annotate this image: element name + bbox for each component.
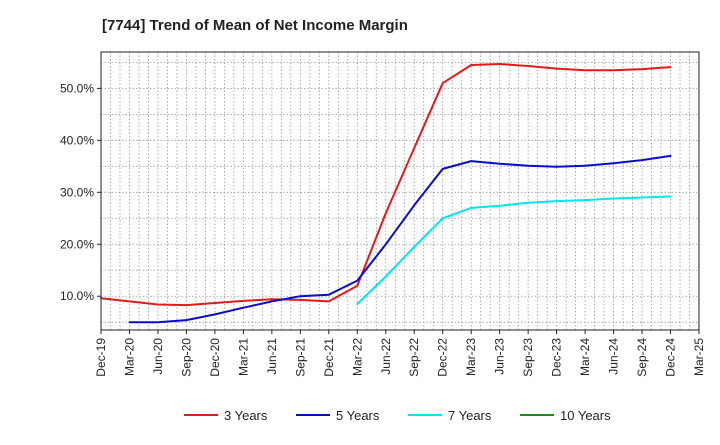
- x-tick-label: Dec-19: [94, 338, 108, 377]
- x-tick-label: Dec-20: [208, 338, 222, 377]
- legend-label-7-years: 7 Years: [448, 408, 492, 423]
- x-tick-label: Jun-20: [151, 338, 165, 375]
- x-tick-label: Sep-21: [293, 338, 307, 377]
- series-line-5-years: [128, 154, 672, 324]
- x-tick-label: Jun-22: [379, 338, 393, 375]
- x-tick-label: Mar-22: [350, 338, 364, 376]
- series-line-3-years: [100, 63, 672, 307]
- x-tick-label: Jun-24: [607, 338, 621, 375]
- legend: 3 Years 5 Years 7 Years 10 Years: [184, 408, 611, 423]
- chart-title: [7744] Trend of Mean of Net Income Margi…: [102, 17, 408, 34]
- x-tick-label: Sep-20: [179, 338, 193, 377]
- legend-label-5-years: 5 Years: [336, 408, 380, 423]
- y-tick-label: 20.0%: [60, 237, 94, 251]
- plot-frame: [100, 51, 700, 331]
- x-tick-label: Dec-23: [550, 338, 564, 377]
- x-tick-label: Dec-24: [664, 338, 678, 377]
- x-axis-ticks: Dec-19 Mar-20 Jun-20 Sep-20 Dec-20 Mar-21 Jun-…: [94, 330, 706, 377]
- x-tick-label: Mar-23: [464, 338, 478, 376]
- grid: [101, 52, 699, 330]
- y-tick-label: 10.0%: [60, 289, 94, 303]
- series-lines: [100, 63, 672, 324]
- x-tick-label: Dec-22: [436, 338, 450, 377]
- x-tick-label: Dec-21: [322, 338, 336, 377]
- y-axis-ticks: 10.0% 20.0% 30.0% 40.0% 50.0%: [60, 81, 101, 303]
- x-tick-label: Mar-20: [122, 338, 136, 376]
- legend-label-10-years: 10 Years: [560, 408, 611, 423]
- x-tick-label: Mar-21: [236, 338, 250, 376]
- x-tick-label: Jun-23: [493, 338, 507, 375]
- y-tick-label: 50.0%: [60, 81, 94, 95]
- x-tick-label: Sep-24: [635, 338, 649, 377]
- y-tick-label: 30.0%: [60, 185, 94, 199]
- x-tick-label: Jun-21: [265, 338, 279, 375]
- x-tick-label: Mar-25: [692, 338, 706, 376]
- y-tick-label: 40.0%: [60, 133, 94, 147]
- series-line-7-years: [356, 195, 672, 305]
- x-tick-label: Sep-22: [407, 338, 421, 377]
- legend-label-3-years: 3 Years: [224, 408, 268, 423]
- x-tick-label: Sep-23: [521, 338, 535, 377]
- x-tick-label: Mar-24: [578, 338, 592, 376]
